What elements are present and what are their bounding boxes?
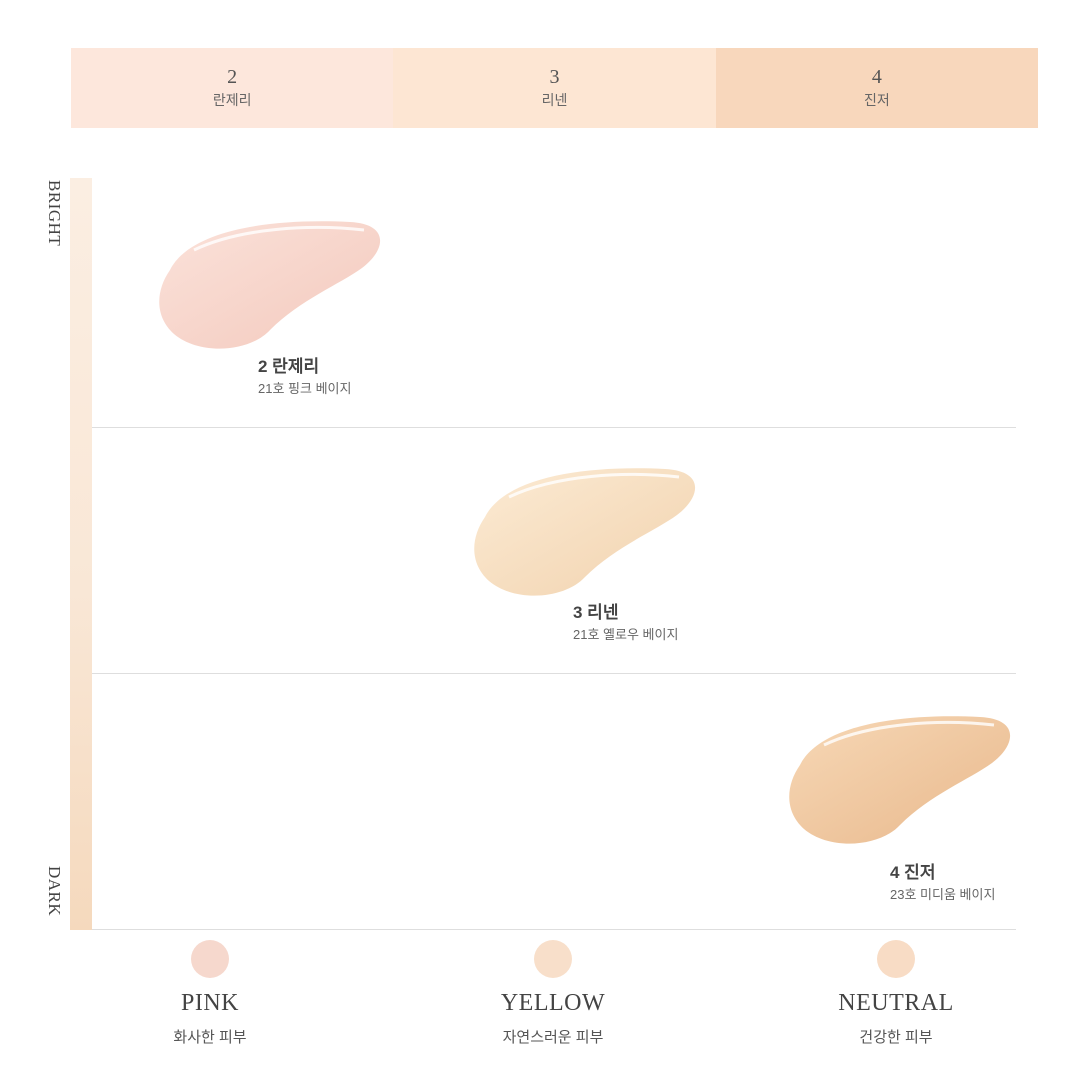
tone-desc: 화사한 피부 (173, 1029, 247, 1046)
header-column-lingerie: 2 란제리 (71, 48, 394, 128)
tone-label: PINK (180, 990, 239, 1016)
header-number: 4 (871, 66, 882, 88)
header-shade-name: 리넨 (541, 92, 568, 108)
tone-label: YELLOW (500, 990, 606, 1016)
tone-dot-pink (191, 940, 229, 978)
row-divider (92, 427, 1016, 428)
swatch-linen (474, 468, 696, 596)
product-desc: 21호 옐로우 베이지 (573, 627, 679, 642)
header-number: 3 (549, 66, 560, 88)
axis-label-bright: BRIGHT (45, 180, 64, 247)
swatch-lingerie (159, 221, 381, 349)
tone-desc: 건강한 피부 (859, 1029, 933, 1046)
row-divider (92, 929, 1016, 930)
product-name: 3 리넨 (573, 603, 619, 622)
product-desc: 23호 미디움 베이지 (890, 887, 996, 902)
tone-desc: 자연스러운 피부 (502, 1029, 604, 1046)
shade-header: 2 란제리 3 리넨 4 진저 (71, 48, 1038, 128)
header-column-linen: 3 리넨 (393, 48, 716, 128)
header-column-ginger: 4 진저 (715, 48, 1038, 128)
tone-dot-yellow (534, 940, 572, 978)
product-desc: 21호 핑크 베이지 (258, 381, 352, 396)
tone-label: NEUTRAL (838, 990, 954, 1016)
axis-label-dark: DARK (45, 866, 64, 917)
header-shade-name: 란제리 (212, 92, 252, 108)
row-divider (92, 673, 1016, 674)
swatch-ginger (789, 716, 1011, 844)
product-name: 2 란제리 (258, 357, 320, 376)
product-name: 4 진저 (890, 863, 936, 882)
brightness-gradient-bar (70, 178, 92, 930)
header-shade-name: 진저 (863, 92, 890, 108)
header-number: 2 (227, 66, 238, 88)
tone-dot-neutral (877, 940, 915, 978)
